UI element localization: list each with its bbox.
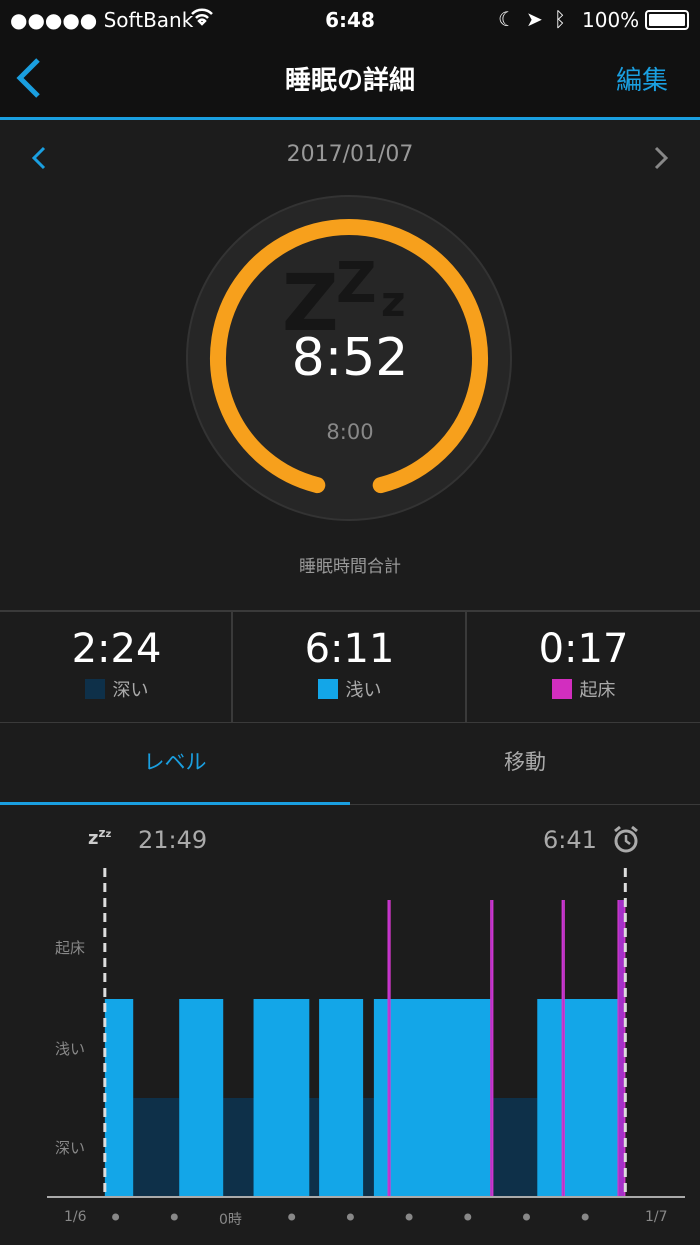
battery-icon bbox=[645, 10, 689, 30]
segment-light bbox=[537, 999, 618, 1197]
status-bar: ●●●●● SoftBank 6:48 ☾ ➤ ᛒ 100% bbox=[0, 0, 700, 40]
stat-awake: 0:17 起床 bbox=[538, 626, 629, 701]
carrier: ●●●●● SoftBank bbox=[10, 8, 194, 32]
tab-level[interactable]: レベル bbox=[0, 722, 350, 805]
y-label-light: 浅い bbox=[55, 1040, 86, 1058]
segment-deep bbox=[363, 1098, 374, 1197]
location-icon: ➤ bbox=[526, 7, 543, 31]
total-sleep-value: 8:52 bbox=[291, 328, 409, 388]
segment-deep bbox=[133, 1098, 180, 1197]
back-button[interactable] bbox=[14, 56, 44, 104]
sleep-start-time: 21:49 bbox=[138, 826, 208, 854]
sleep-ring: Z Z z bbox=[186, 195, 512, 521]
zzz-watermark-icon: Z bbox=[282, 259, 339, 349]
segment-awake bbox=[561, 900, 565, 1197]
segment-light bbox=[104, 999, 134, 1197]
segment-deep bbox=[493, 1098, 538, 1197]
x-tick-dot bbox=[523, 1213, 530, 1221]
moon-icon: ☾ bbox=[498, 7, 516, 31]
x-tick-dot bbox=[346, 1213, 354, 1221]
awake-swatch bbox=[551, 679, 572, 699]
x-tick-dot bbox=[464, 1213, 472, 1221]
light-swatch bbox=[317, 679, 338, 699]
tab-movement[interactable]: 移動 bbox=[350, 722, 700, 805]
x-label-start: 1/6 bbox=[64, 1209, 87, 1225]
stat-deep: 2:24 深い bbox=[71, 626, 162, 701]
divider bbox=[465, 612, 467, 722]
segment-awake bbox=[617, 900, 626, 1197]
wifi-icon bbox=[190, 6, 214, 31]
svg-text:z: z bbox=[381, 277, 405, 326]
edit-button[interactable]: 編集 bbox=[615, 66, 668, 96]
segment-awake bbox=[387, 900, 391, 1197]
segment-awake bbox=[490, 900, 494, 1197]
segment-light bbox=[373, 999, 491, 1197]
bluetooth-icon: ᛒ bbox=[554, 7, 566, 31]
x-tick-dot bbox=[405, 1213, 413, 1221]
stat-light: 6:11 浅い bbox=[304, 626, 395, 701]
divider bbox=[0, 722, 700, 723]
x-tick-dot bbox=[170, 1213, 178, 1221]
battery-percent: 100% bbox=[582, 8, 640, 32]
svg-text:Z: Z bbox=[336, 251, 377, 316]
divider bbox=[0, 610, 700, 612]
page-title: 睡眠の詳細 bbox=[284, 66, 415, 96]
prev-date-button[interactable] bbox=[30, 145, 48, 175]
sleep-goal: 8:00 bbox=[326, 420, 374, 444]
next-date-button[interactable] bbox=[652, 145, 670, 175]
x-tick-dot bbox=[112, 1213, 120, 1221]
y-label-deep: 深い bbox=[55, 1139, 86, 1157]
y-label-awake: 起床 bbox=[55, 939, 86, 957]
x-tick-dot bbox=[288, 1213, 296, 1221]
x-tick-dot bbox=[581, 1213, 589, 1221]
deep-swatch bbox=[84, 679, 105, 699]
segment-light bbox=[319, 999, 364, 1197]
alarm-clock-icon bbox=[612, 824, 640, 858]
sleep-end-time: 6:41 bbox=[543, 826, 597, 854]
x-label-midnight: 0時 bbox=[219, 1212, 242, 1228]
segment-deep bbox=[223, 1098, 254, 1197]
segment-deep bbox=[309, 1098, 320, 1197]
segment-light bbox=[179, 999, 224, 1197]
nav-bar: 睡眠の詳細 編集 bbox=[0, 40, 700, 120]
x-label-end: 1/7 bbox=[645, 1209, 668, 1225]
date-label: 2017/01/07 bbox=[286, 142, 414, 167]
divider bbox=[231, 612, 233, 722]
segment-light bbox=[253, 999, 310, 1197]
sleep-progress-arc bbox=[210, 219, 488, 494]
total-sleep-label: 睡眠時間合計 bbox=[299, 557, 401, 577]
sleep-start-icon: zzz bbox=[88, 826, 112, 849]
clock: 6:48 bbox=[325, 8, 375, 32]
